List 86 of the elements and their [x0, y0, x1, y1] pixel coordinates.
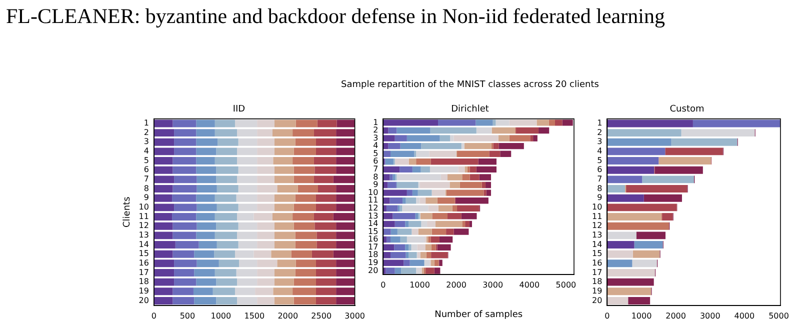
y-tick-label: 19	[138, 286, 149, 296]
y-tick-label: 1	[373, 118, 378, 127]
x-tick-label: 500	[180, 311, 196, 320]
x-tick-label: 2000	[446, 280, 466, 290]
y-tick-label: 12	[592, 221, 602, 230]
x-tick-label: 3000	[700, 311, 720, 320]
y-tick-label: 7	[144, 174, 149, 184]
y-tick-label: 12	[368, 203, 378, 212]
x-tick-label: 2500	[311, 311, 332, 320]
y-tick-label: 19	[368, 258, 378, 267]
y-tick-label: 13	[368, 211, 378, 220]
y-tick-label: 3	[597, 137, 602, 146]
y-tick-label: 2	[373, 126, 378, 135]
y-tick-label: 11	[592, 212, 602, 221]
y-tick-label: 10	[138, 202, 149, 212]
y-tick-label: 3	[373, 133, 378, 142]
y-tick-label: 5	[144, 156, 149, 165]
x-tick-label: 3000	[344, 311, 365, 320]
y-tick-label: 4	[597, 146, 602, 156]
y-tick-label: 17	[368, 242, 378, 252]
y-tick-label: 2	[597, 128, 602, 137]
y-tick-label: 14	[138, 240, 149, 249]
y-tick-label: 13	[138, 230, 149, 240]
y-tick-label: 10	[368, 188, 378, 197]
y-tick-label: 19	[592, 286, 602, 296]
x-tick-label: 1500	[244, 311, 265, 320]
y-tick-label: 9	[144, 193, 149, 202]
y-tick-label: 6	[373, 156, 378, 166]
y-tick-label: 7	[597, 174, 602, 184]
x-tick-label: 1000	[631, 311, 652, 320]
text: Sample repartition of the MNIST classes across 20 clients	[340, 80, 600, 90]
chart-title: IID	[232, 104, 246, 115]
y-tick-label: 4	[373, 141, 378, 150]
text: FL-CLEANER: byzantine and backdoor defense in Non-iid federated learning	[6, 4, 665, 29]
y-tick-label: 11	[368, 196, 378, 205]
x-tick-label: 5000	[768, 311, 789, 320]
x-tick-label: 2000	[666, 311, 686, 320]
y-tick-label: 2	[144, 128, 149, 137]
y-tick-label: 18	[592, 277, 602, 286]
y-tick-label: 14	[592, 240, 602, 249]
x-axis-title: Number of samples	[434, 310, 523, 320]
chart-title: Custom	[670, 104, 704, 115]
x-tick-label: 0	[151, 311, 157, 320]
x-tick-label: 4000	[519, 280, 540, 290]
y-tick-label: 15	[592, 249, 602, 258]
x-tick-label: 0	[380, 280, 386, 290]
y-tick-label: 1	[144, 118, 149, 128]
y-tick-label: 9	[373, 180, 378, 190]
y-tick-label: 12	[138, 221, 149, 230]
y-tick-label: 16	[592, 258, 602, 268]
y-tick-label: 11	[138, 212, 149, 221]
y-tick-label: 1	[597, 118, 602, 128]
y-tick-label: 18	[368, 250, 378, 260]
y-tick-label: 7	[373, 164, 378, 174]
x-tick-label: 4000	[734, 311, 755, 320]
y-tick-label: 8	[144, 184, 149, 193]
y-tick-label: 15	[138, 249, 149, 258]
x-tick-label: 2000	[278, 311, 298, 320]
chart-title: Dirichlet	[451, 104, 490, 115]
x-tick-label: 0	[604, 311, 610, 320]
y-tick-label: 18	[138, 277, 149, 286]
x-tick-label: 3000	[482, 280, 504, 290]
y-tick-label: 8	[373, 172, 378, 182]
y-tick-label: 3	[144, 137, 149, 146]
y-tick-label: 20	[138, 296, 149, 305]
y-tick-label: 6	[597, 165, 602, 174]
y-tick-label: 10	[592, 202, 602, 212]
y-tick-label: 15	[368, 226, 378, 236]
x-tick-label: 5000	[556, 280, 576, 290]
y-tick-label: 6	[144, 165, 149, 174]
y-tick-label: 4	[144, 146, 149, 156]
y-axis-title: Clients	[122, 196, 133, 228]
y-tick-label: 9	[597, 193, 602, 202]
y-tick-label: 20	[592, 296, 602, 305]
y-tick-label: 5	[597, 156, 602, 165]
y-tick-label: 14	[368, 219, 378, 228]
y-tick-label: 16	[368, 234, 378, 244]
y-tick-label: 17	[592, 268, 602, 277]
y-tick-label: 8	[597, 184, 602, 193]
y-tick-label: 5	[373, 148, 378, 158]
x-tick-label: 1000	[210, 311, 232, 320]
y-tick-label: 16	[138, 258, 149, 268]
x-tick-label: 1000	[410, 280, 430, 290]
y-tick-label: 13	[592, 230, 602, 240]
y-tick-label: 17	[138, 268, 149, 277]
y-tick-label: 20	[368, 266, 378, 275]
